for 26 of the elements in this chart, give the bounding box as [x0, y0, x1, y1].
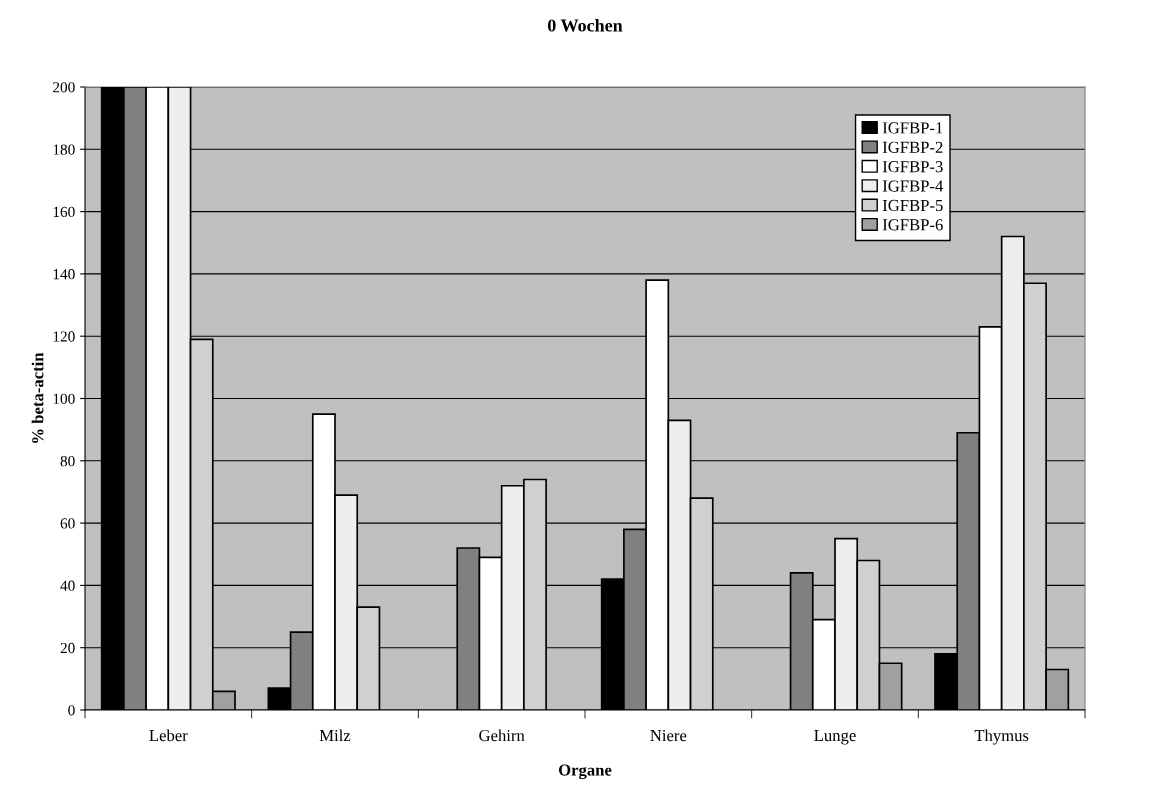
legend-label: IGFBP-3: [882, 161, 943, 173]
y-tick-label: 0: [68, 705, 75, 716]
chart-title: 0 Wochen: [547, 18, 623, 32]
y-tick-label: 40: [60, 580, 75, 591]
y-tick-label: 20: [60, 642, 75, 654]
y-tick-label: 60: [60, 518, 75, 529]
y-tick-label: 100: [53, 393, 75, 404]
legend-label: IGFBP-6: [882, 219, 943, 231]
y-tick-label: 200: [53, 82, 75, 93]
y-tick-label: 180: [53, 144, 75, 155]
y-tick-label: 140: [53, 269, 75, 280]
x-tick-label: Milz: [319, 729, 351, 742]
x-tick-label: Niere: [650, 729, 687, 742]
x-tick-label: Lunge: [814, 730, 856, 745]
y-tick-label: 120: [53, 331, 75, 342]
legend-label: IGFBP-4: [882, 180, 944, 192]
x-tick-label: Leber: [149, 729, 188, 742]
y-axis-title: % beta-actin: [31, 352, 44, 443]
legend-label: IGFBP-2: [882, 141, 943, 153]
x-axis-title: Organe: [558, 764, 612, 780]
y-tick-label: 80: [60, 455, 75, 467]
y-tick-label: 160: [53, 206, 75, 218]
legend-label: IGFBP-1: [882, 122, 943, 134]
x-tick-label: Gehirn: [479, 729, 525, 742]
legend-label: IGFBP-5: [882, 199, 943, 212]
x-tick-label: Thymus: [974, 729, 1029, 745]
